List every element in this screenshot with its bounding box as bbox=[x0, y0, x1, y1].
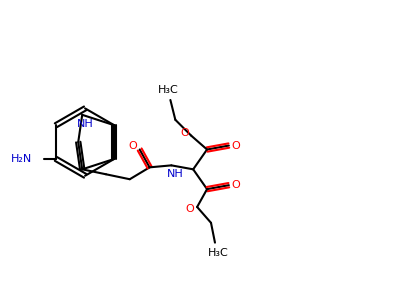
Text: H₃C: H₃C bbox=[208, 248, 228, 257]
Text: NH: NH bbox=[77, 119, 94, 129]
Text: O: O bbox=[128, 140, 137, 151]
Text: NH: NH bbox=[167, 169, 184, 179]
Text: O: O bbox=[231, 140, 240, 151]
Text: H₃C: H₃C bbox=[158, 85, 179, 95]
Text: O: O bbox=[186, 204, 194, 214]
Text: O: O bbox=[180, 128, 189, 138]
Text: O: O bbox=[231, 180, 240, 190]
Text: H₂N: H₂N bbox=[11, 154, 32, 164]
